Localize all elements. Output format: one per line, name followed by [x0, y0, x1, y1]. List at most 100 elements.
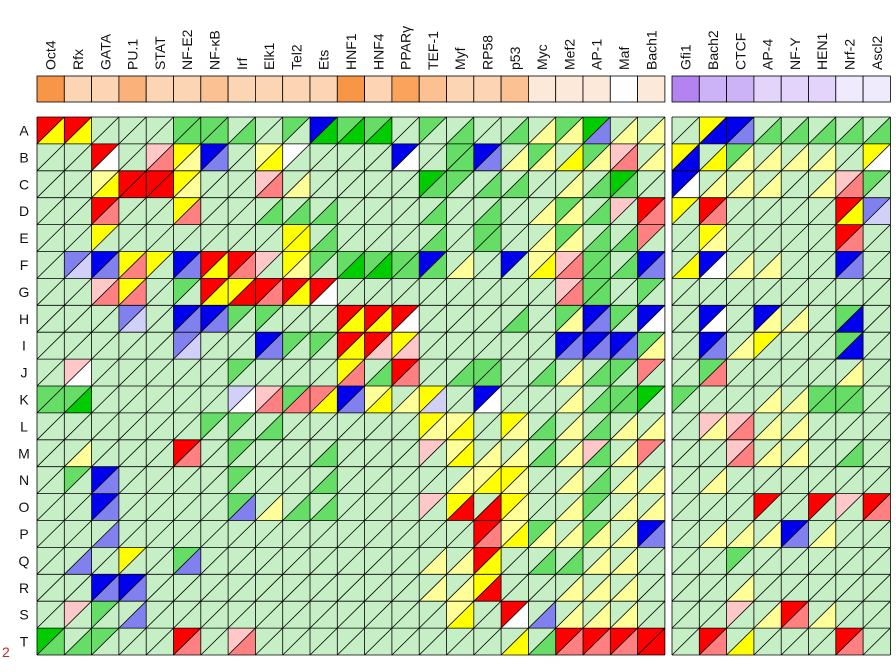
cell-diagonal	[173, 143, 202, 172]
cell-diagonal	[200, 331, 229, 360]
cell-diagonal	[808, 493, 837, 521]
cell-diagonal	[726, 224, 755, 252]
cell-diagonal	[528, 116, 556, 145]
cell-diagonal	[91, 305, 120, 333]
cell-diagonal	[255, 412, 283, 441]
cell-diagonal	[780, 520, 809, 548]
cell-diagonal	[91, 412, 120, 441]
row-label: A	[19, 122, 29, 138]
cell-diagonal	[64, 466, 92, 494]
cell-diagonal	[64, 251, 92, 279]
cell-diagonal	[555, 439, 584, 467]
cell-diagonal	[862, 574, 891, 602]
cell-diagonal	[145, 466, 174, 494]
cell-diagonal	[835, 170, 864, 198]
cell-diagonal	[473, 520, 502, 548]
column-header-swatch	[63, 75, 93, 103]
cell-diagonal	[780, 170, 809, 198]
cell-diagonal	[500, 358, 529, 387]
cell-diagonal	[808, 600, 837, 629]
cell-diagonal	[118, 143, 147, 172]
cell-diagonal	[64, 197, 92, 225]
cell-diagonal	[500, 493, 529, 521]
cell-diagonal	[699, 358, 727, 387]
cell-diagonal	[145, 143, 174, 172]
cell-diagonal	[200, 197, 229, 225]
column-header-swatch	[173, 75, 202, 103]
cell-diagonal	[500, 251, 529, 279]
row-label: D	[19, 203, 29, 219]
cell-diagonal	[862, 358, 891, 387]
cell-diagonal	[282, 439, 311, 467]
cell-diagonal	[699, 412, 727, 441]
cell-diagonal	[780, 627, 809, 656]
cell-diagonal	[118, 520, 147, 548]
cell-diagonal	[91, 251, 120, 279]
cell-diagonal	[780, 251, 809, 279]
cell-diagonal	[582, 278, 611, 306]
cell-diagonal	[227, 520, 256, 548]
cell-diagonal	[753, 574, 782, 602]
cell-diagonal	[699, 143, 727, 172]
cell-diagonal	[446, 466, 475, 494]
cell-diagonal	[200, 305, 229, 333]
cell-diagonal	[255, 358, 283, 387]
cell-diagonal	[364, 627, 393, 656]
cell-diagonal	[726, 116, 755, 145]
cell-diagonal	[671, 466, 700, 494]
cell-diagonal	[418, 331, 447, 360]
cell-diagonal	[808, 331, 837, 360]
cell-diagonal	[337, 600, 365, 629]
cell-diagonal	[862, 305, 891, 333]
column-label: TEF-1	[425, 31, 441, 70]
cell-diagonal	[753, 331, 782, 360]
cell-diagonal	[145, 547, 174, 575]
cell-diagonal	[200, 278, 229, 306]
cell-diagonal	[610, 385, 638, 414]
column-header-swatch	[500, 75, 529, 103]
cell-diagonal	[282, 493, 311, 521]
cell-diagonal	[500, 143, 529, 172]
cell-diagonal	[699, 116, 727, 145]
cell-diagonal	[391, 439, 420, 467]
cell-diagonal	[610, 116, 638, 145]
cell-diagonal	[255, 170, 283, 198]
row-label: R	[19, 580, 29, 596]
cell-diagonal	[528, 412, 556, 441]
cell-diagonal	[173, 547, 202, 575]
cell-diagonal	[808, 305, 837, 333]
cell-diagonal	[36, 278, 65, 306]
cell-diagonal	[64, 143, 92, 172]
cell-diagonal	[227, 143, 256, 172]
cell-diagonal	[36, 116, 65, 145]
cell-diagonal	[555, 116, 584, 145]
cell-diagonal	[808, 385, 837, 414]
row-label: O	[19, 499, 30, 515]
cell-diagonal	[309, 493, 338, 521]
cell-diagonal	[418, 547, 447, 575]
column-header-swatch	[145, 75, 174, 103]
cell-diagonal	[364, 278, 393, 306]
cell-diagonal	[145, 170, 174, 198]
cell-diagonal	[36, 547, 65, 575]
cell-diagonal	[528, 170, 556, 198]
cell-diagonal	[255, 116, 283, 145]
cell-diagonal	[726, 305, 755, 333]
cell-diagonal	[364, 574, 393, 602]
cell-diagonal	[418, 520, 447, 548]
cell-diagonal	[671, 600, 700, 629]
cell-diagonal	[473, 466, 502, 494]
cell-diagonal	[173, 116, 202, 145]
cell-diagonal	[418, 574, 447, 602]
cell-diagonal	[473, 116, 502, 145]
row-label: M	[18, 445, 30, 461]
cell-diagonal	[671, 278, 700, 306]
cell-diagonal	[637, 412, 666, 441]
cell-diagonal	[726, 600, 755, 629]
cell-diagonal	[610, 412, 638, 441]
cell-diagonal	[418, 143, 447, 172]
cell-diagonal	[473, 197, 502, 225]
cell-diagonal	[699, 197, 727, 225]
cell-diagonal	[699, 574, 727, 602]
cell-diagonal	[200, 600, 229, 629]
